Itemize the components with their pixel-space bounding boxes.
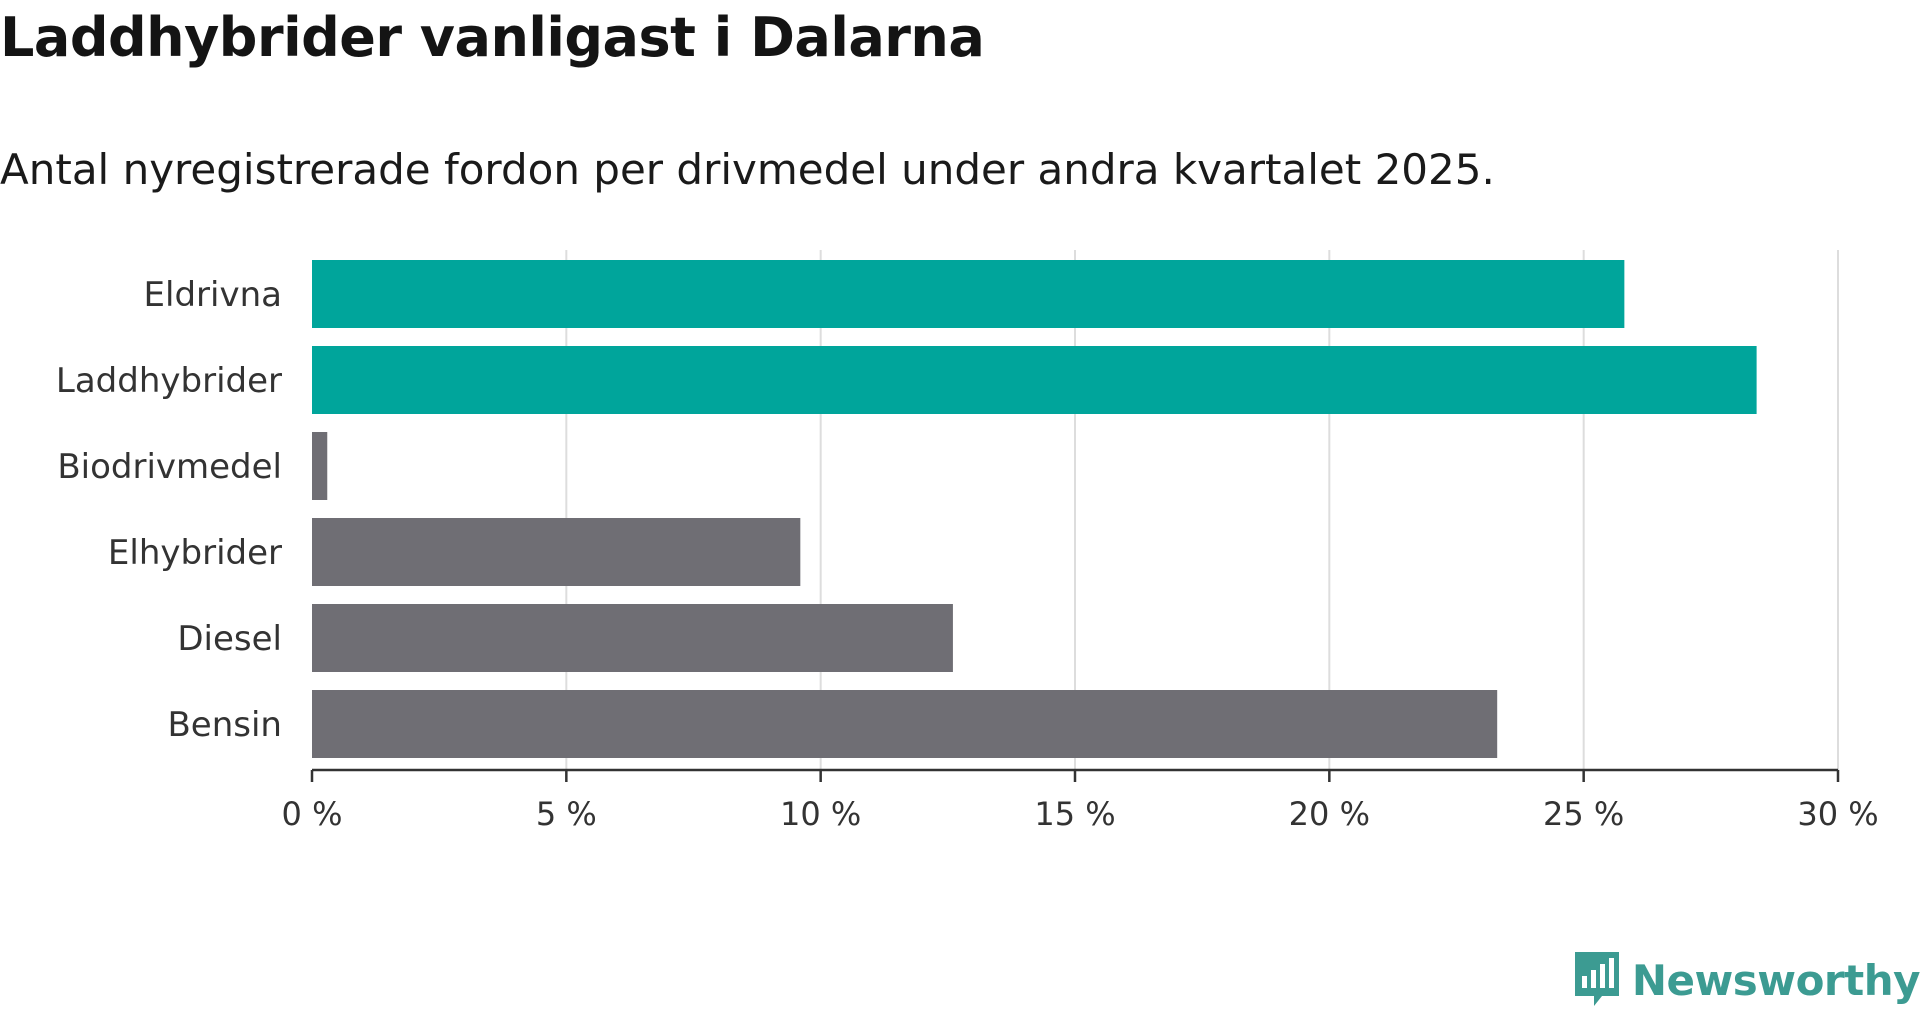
category-label: Eldrivna	[144, 275, 282, 315]
bars	[312, 260, 1757, 758]
category-label: Elhybrider	[108, 533, 282, 573]
x-tick-label: 25 %	[1543, 795, 1624, 833]
x-axis: 0 % 5 % 10 % 15 % 20 % 25 % 30 %	[282, 768, 1879, 833]
grid-lines	[565, 250, 1839, 770]
bar	[312, 260, 1625, 328]
category-label: Bensin	[167, 705, 282, 745]
category-label: Biodrivmedel	[57, 447, 282, 487]
logo-text: Newsworthy	[1631, 955, 1920, 1005]
chart-subtitle: Antal nyregistrerade fordon per drivmede…	[0, 145, 1495, 194]
bar-chart: Eldrivna Laddhybrider Biodrivmedel Elhybrid…	[56, 250, 1879, 833]
bar	[312, 346, 1757, 414]
newsworthy-logo: Newsworthy	[1572, 950, 1920, 1010]
x-tick-label: 20 %	[1289, 795, 1370, 833]
bar	[312, 518, 801, 586]
newsworthy-logo-icon	[1574, 952, 1619, 1006]
x-tick-label: 15 %	[1034, 795, 1115, 833]
category-labels: Eldrivna Laddhybrider Biodrivmedel Elhybrid…	[56, 275, 282, 745]
x-tick-label: 0 %	[282, 795, 343, 833]
x-tick-label: 5 %	[536, 795, 597, 833]
category-label: Laddhybrider	[56, 361, 282, 401]
bar	[312, 604, 953, 672]
bar	[312, 690, 1498, 758]
bar	[312, 432, 328, 500]
category-label: Diesel	[177, 619, 282, 659]
x-tick-label: 30 %	[1797, 795, 1878, 833]
x-tick-label: 10 %	[780, 795, 861, 833]
chart-title: Laddhybrider vanligast i Dalarna	[0, 6, 985, 69]
